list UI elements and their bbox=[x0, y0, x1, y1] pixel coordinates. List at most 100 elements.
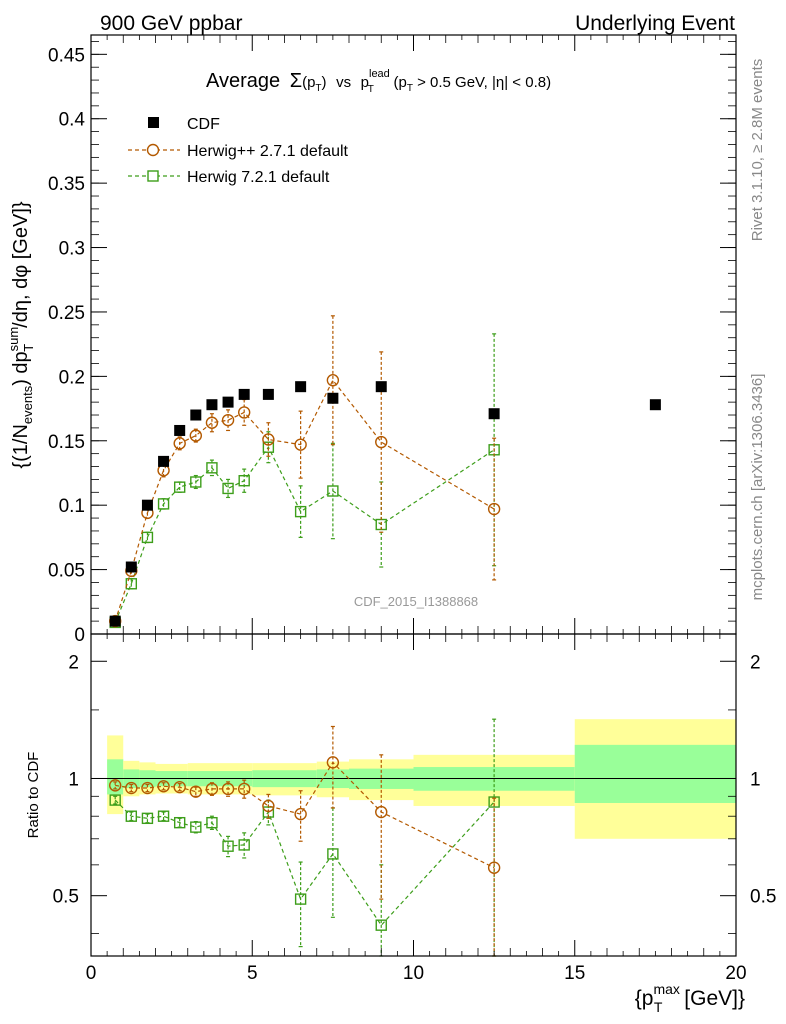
ratio-point-herwigpp bbox=[487, 861, 501, 874]
main-series-line bbox=[114, 379, 495, 622]
main-point-cdf bbox=[125, 561, 137, 573]
main-title: Average Σ(pT) vs plead T (pT > 0.5 GeV, |… bbox=[206, 68, 551, 97]
ratio-ytick-label-right: 2 bbox=[750, 652, 761, 673]
ratio-xtick-label: 10 bbox=[403, 963, 424, 984]
main-point-cdf bbox=[206, 399, 218, 411]
ratio-ytick-label: 1 bbox=[68, 769, 79, 790]
main-point-herwig7 bbox=[238, 475, 250, 487]
legend-label-herwig7: Herwig 7.2.1 default bbox=[187, 169, 330, 186]
ratio-xlabel: {pmax T [GeV]} bbox=[635, 981, 745, 1015]
ratio-point-herwig7 bbox=[238, 839, 250, 851]
title-pt-sub: T bbox=[315, 83, 321, 94]
title-sigma: Σ bbox=[290, 70, 302, 92]
ylabel-a: {(1/N bbox=[10, 424, 32, 468]
main-ytick-label: 0.2 bbox=[59, 367, 85, 388]
ylabel-b: ) dp bbox=[10, 351, 32, 385]
title-pt-close: ) bbox=[322, 74, 327, 91]
ratio-point-herwigpp bbox=[221, 782, 235, 796]
uncertainty-band-inner bbox=[574, 744, 736, 804]
ratio-point-herwigpp bbox=[108, 779, 122, 792]
ratio-ytick-label: 2 bbox=[68, 652, 79, 673]
main-point-cdf bbox=[295, 381, 307, 393]
main-point-cdf bbox=[375, 381, 387, 393]
ratio-point-herwigpp bbox=[326, 756, 340, 769]
main-ytick-label: 0.1 bbox=[59, 496, 85, 517]
main-point-cdf bbox=[174, 424, 186, 436]
main-point-cdf bbox=[262, 388, 274, 400]
uncertainty-band-inner bbox=[107, 759, 124, 795]
main-point-cdf bbox=[109, 615, 121, 627]
ratio-ytick-label: 0.5 bbox=[53, 887, 79, 908]
main-point-cdf bbox=[141, 499, 153, 511]
ratio-point-herwigpp bbox=[189, 785, 203, 798]
main-point-cdf bbox=[238, 388, 250, 400]
main-point-cdf bbox=[327, 392, 339, 404]
ratio-xtick-label: 5 bbox=[247, 963, 258, 984]
main-ytick-label: 0.4 bbox=[59, 110, 86, 131]
ratio-point-herwig7 bbox=[125, 810, 138, 822]
main-point-herwigpp bbox=[487, 502, 501, 516]
xlabel-sub: T bbox=[654, 999, 663, 1015]
main-point-herwigpp bbox=[262, 433, 275, 446]
rivet-label: Rivet 3.1.10, ≥ 2.8M events bbox=[749, 59, 766, 242]
ratio-point-herwigpp bbox=[237, 782, 251, 796]
ratio-point-herwigpp bbox=[205, 782, 219, 796]
title-cut-sub: T bbox=[407, 83, 413, 94]
ratio-point-herwig7 bbox=[190, 821, 202, 833]
legend-marker-cdf bbox=[148, 117, 159, 128]
ratio-ytick-label-right: 1 bbox=[750, 769, 761, 790]
title-average: Average bbox=[206, 70, 280, 92]
title-vs: vs bbox=[336, 74, 351, 91]
legend-marker-herwig7 bbox=[147, 170, 159, 182]
ylabel-b-sup: sum bbox=[6, 327, 21, 352]
ratio-point-herwig7 bbox=[141, 812, 154, 825]
ratio-point-herwigpp bbox=[157, 780, 170, 793]
xlabel-sup: max bbox=[653, 981, 679, 997]
ylabel-a-sub: events bbox=[20, 385, 35, 424]
title-lead-sub: T bbox=[368, 84, 374, 95]
main-panel: 0 0.05 0.1 0.15 0.2 0.25 0.3 0.35 0.4 0.45 CDF_20… bbox=[6, 34, 737, 646]
main-point-herwigpp bbox=[173, 437, 186, 450]
main-ytick-label: 0 bbox=[74, 625, 85, 646]
main-ytick-label: 0.35 bbox=[48, 174, 85, 195]
ratio-point-herwigpp bbox=[141, 781, 154, 795]
main-point-herwig7 bbox=[327, 485, 339, 497]
title-cut-rest: > 0.5 GeV, |η| < 0.8) bbox=[413, 74, 551, 91]
ratio-point-herwig7 bbox=[294, 893, 307, 905]
ratio-ylabel: Ratio to CDF bbox=[25, 752, 42, 839]
ylabel-b-sub: T bbox=[21, 344, 36, 352]
mcplots-label: mcplots.cern.ch [arXiv:1306.3436] bbox=[749, 374, 766, 601]
main-ytick-label: 0.45 bbox=[48, 45, 85, 66]
main-point-herwigpp bbox=[189, 429, 203, 442]
legend-label-herwigpp: Herwig++ 2.7.1 default bbox=[187, 143, 349, 160]
ratio-point-herwigpp bbox=[294, 807, 307, 821]
main-point-herwig7 bbox=[294, 505, 307, 518]
legend-marker-herwigpp bbox=[146, 143, 160, 157]
ratio-series-line bbox=[114, 799, 495, 927]
main-point-herwig7 bbox=[173, 481, 186, 493]
main-point-cdf bbox=[158, 455, 170, 467]
main-ylabel: {(1/Nevents) dpsumT/dη, dφ [GeV]} bbox=[6, 201, 36, 468]
ratio-point-herwigpp bbox=[375, 805, 388, 819]
header-left: 900 GeV ppbar bbox=[100, 12, 242, 35]
xlabel-b: [GeV]} bbox=[678, 987, 745, 1010]
main-point-herwigpp bbox=[205, 416, 219, 429]
ratio-point-herwig7 bbox=[222, 840, 234, 852]
ratio-point-herwigpp bbox=[125, 781, 138, 795]
ratio-point-herwig7 bbox=[173, 816, 186, 829]
main-point-herwigpp bbox=[326, 374, 340, 387]
ratio-point-herwig7 bbox=[157, 810, 170, 822]
ratio-point-herwig7 bbox=[206, 816, 218, 829]
title-p: p bbox=[361, 74, 369, 91]
watermark: CDF_2015_I1388868 bbox=[354, 594, 478, 609]
main-point-herwigpp bbox=[375, 435, 388, 449]
main-ytick-label: 0.15 bbox=[48, 432, 85, 453]
ylabel-c: /dη, dφ [GeV]} bbox=[10, 201, 32, 328]
main-point-herwig7 bbox=[262, 441, 275, 453]
main-point-herwigpp bbox=[237, 406, 251, 419]
main-ytick-label: 0.25 bbox=[48, 303, 85, 324]
main-point-herwigpp bbox=[294, 438, 307, 451]
ratio-panel: 0.5 0.5 1 1 2 2 0 5 10 15 20 Ratio to CDF {pmax T … bbox=[25, 633, 776, 1015]
header-right: Underlying Event bbox=[575, 12, 735, 35]
